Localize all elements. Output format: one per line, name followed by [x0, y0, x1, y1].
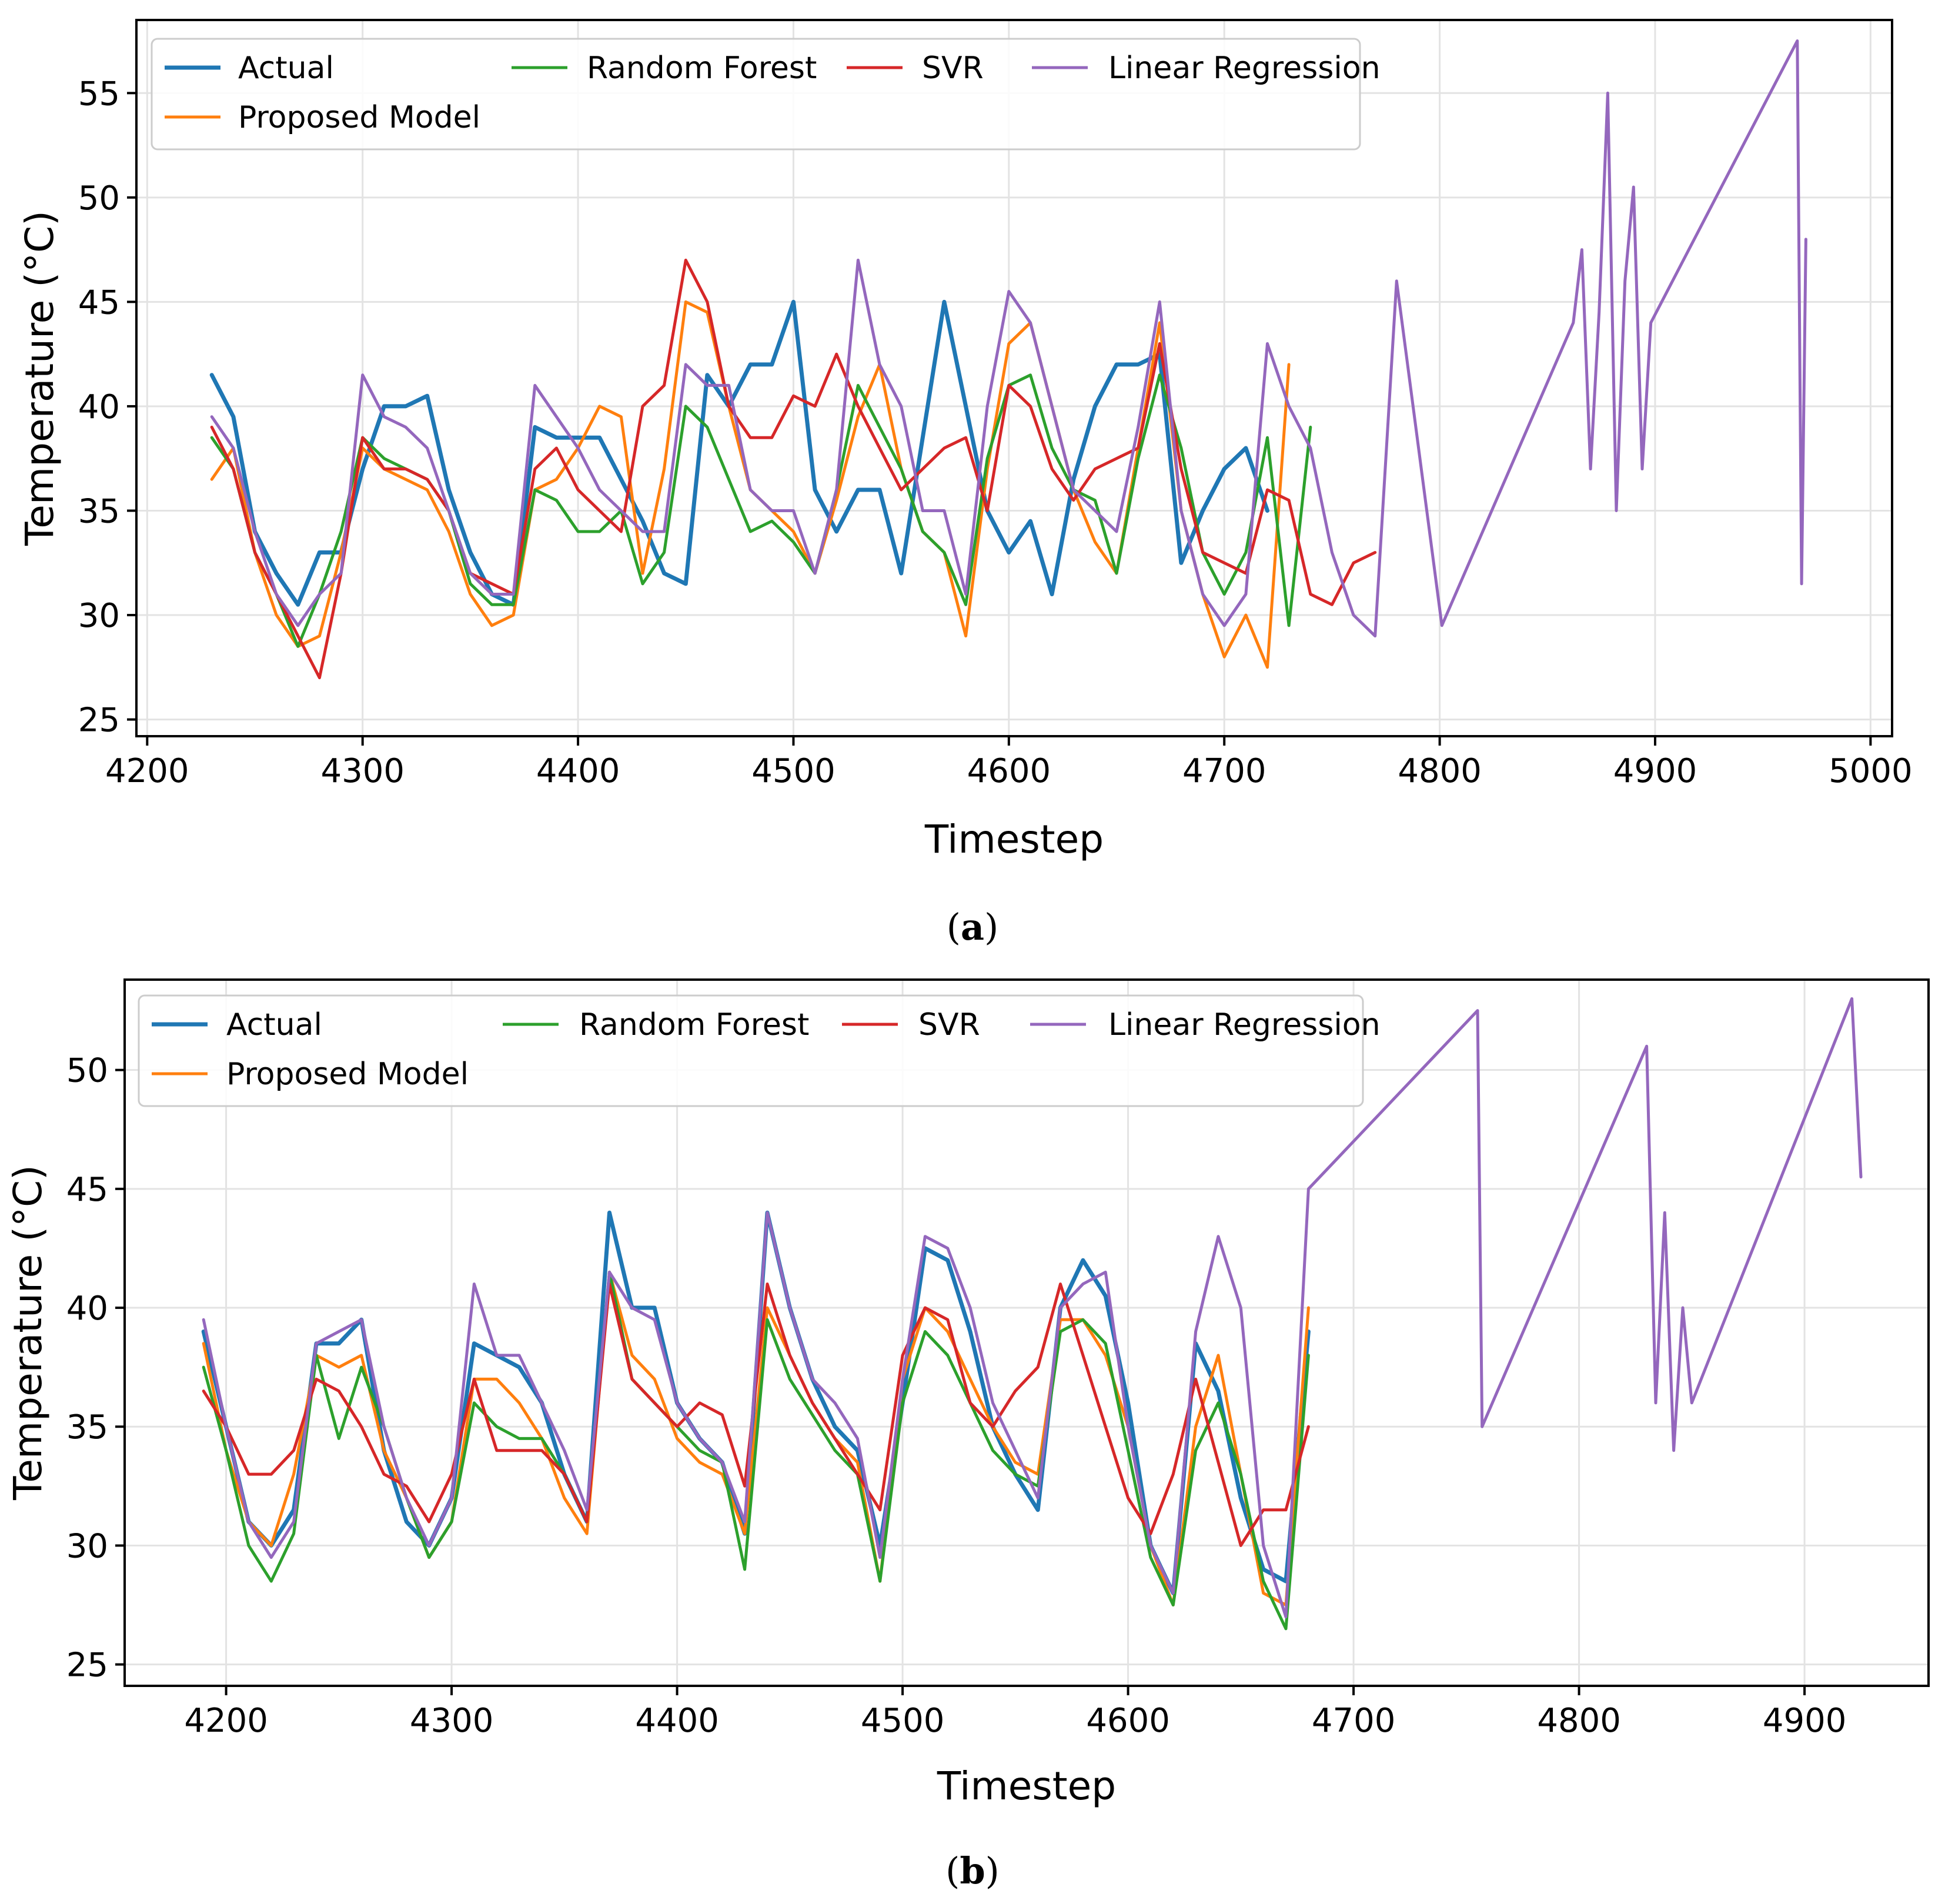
series-line-random-forest: [210, 373, 1312, 648]
series-line-random-forest: [202, 1270, 1310, 1631]
y-tick-label: 30: [78, 597, 120, 635]
x-tick-label: 4800: [1398, 752, 1482, 790]
x-tick-label: 4300: [320, 752, 405, 790]
y-tick-label: 50: [66, 1052, 108, 1090]
x-tick-label: 4300: [410, 1702, 494, 1740]
y-tick-label: 35: [66, 1408, 108, 1447]
x-tick-label: 4400: [635, 1702, 719, 1740]
y-tick-label: 40: [78, 388, 120, 426]
series-line-linear-regression: [210, 39, 1807, 638]
chart-b-legend-label-linear-regression: Linear Regression: [1108, 1007, 1381, 1043]
y-tick-label: 50: [78, 179, 120, 218]
x-tick-label: 4200: [184, 1702, 268, 1740]
y-tick-label: 30: [66, 1527, 108, 1565]
chart-b-y-label: Temperature (°C): [5, 1165, 51, 1501]
chart-a-legend-label-actual: Actual: [238, 51, 334, 86]
chart-a: 4200 4300 4400 4500 4600 4700 4800 4900 5000 25 3…: [17, 19, 1913, 948]
series-line-svr: [210, 258, 1377, 680]
chart-a-x-label: Timestep: [924, 817, 1104, 862]
chart-a-x-ticks: 4200 4300 4400 4500 4600 4700 4800 4900 5000: [105, 736, 1913, 790]
x-tick-label: 4900: [1613, 752, 1697, 790]
x-tick-label: 4200: [105, 752, 189, 790]
series-line-proposed-model: [202, 1270, 1310, 1606]
chart-a-legend: Actual Proposed Model Random Forest SVR …: [151, 38, 1381, 151]
chart-b-series: [201, 997, 1863, 1631]
chart-a-legend-label-linear-regression: Linear Regression: [1108, 51, 1381, 86]
series-line-linear-regression: [202, 997, 1863, 1619]
x-tick-label: 4800: [1537, 1702, 1621, 1740]
chart-b-legend-label-svr: SVR: [918, 1007, 980, 1043]
x-tick-label: 4500: [861, 1702, 945, 1740]
series-line-actual: [209, 299, 1269, 607]
series-line-actual: [201, 1210, 1311, 1595]
chart-a-legend-label-random-forest: Random Forest: [587, 51, 817, 86]
chart-a-y-ticks: 25 30 35 40 45 50 55: [78, 75, 136, 740]
chart-b-x-ticks: 4200 4300 4400 4500 4600 4700 4800 4900: [184, 1686, 1846, 1740]
y-tick-label: 35: [78, 492, 120, 530]
y-tick-label: 25: [66, 1646, 108, 1685]
chart-a-legend-label-proposed-model: Proposed Model: [238, 100, 480, 135]
chart-a-caption: (a): [947, 906, 999, 948]
chart-b-legend: Actual Proposed Model Random Forest SVR …: [138, 994, 1381, 1107]
x-tick-label: 4500: [751, 752, 836, 790]
y-tick-label: 45: [66, 1171, 108, 1209]
chart-b-legend-label-proposed-model: Proposed Model: [226, 1057, 469, 1092]
chart-b-legend-label-random-forest: Random Forest: [579, 1007, 809, 1043]
x-tick-label: 4700: [1182, 752, 1266, 790]
chart-a-frame: [135, 19, 1893, 737]
x-tick-label: 5000: [1829, 752, 1913, 790]
y-tick-label: 55: [78, 75, 120, 113]
x-tick-label: 4900: [1763, 1702, 1847, 1740]
x-tick-label: 4600: [1086, 1702, 1170, 1740]
x-tick-label: 4400: [536, 752, 620, 790]
chart-b-caption: (b): [945, 1849, 1000, 1892]
x-tick-label: 4600: [967, 752, 1051, 790]
y-tick-label: 25: [78, 702, 120, 740]
chart-a-y-label: Temperature (°C): [17, 211, 62, 546]
x-tick-label: 4700: [1312, 1702, 1396, 1740]
y-tick-label: 40: [66, 1290, 108, 1328]
chart-a-legend-label-svr: SVR: [922, 51, 984, 86]
chart-b: 4200 4300 4400 4500 4600 4700 4800 4900 25 30 35 4…: [5, 978, 1930, 1892]
chart-b-legend-label-actual: Actual: [226, 1007, 322, 1043]
chart-b-x-label: Timestep: [937, 1763, 1116, 1809]
y-tick-label: 45: [78, 283, 120, 322]
chart-a-series: [209, 39, 1807, 680]
chart-b-frame: [123, 978, 1930, 1687]
chart-b-y-ticks: 25 30 35 40 45 50: [66, 1052, 125, 1685]
